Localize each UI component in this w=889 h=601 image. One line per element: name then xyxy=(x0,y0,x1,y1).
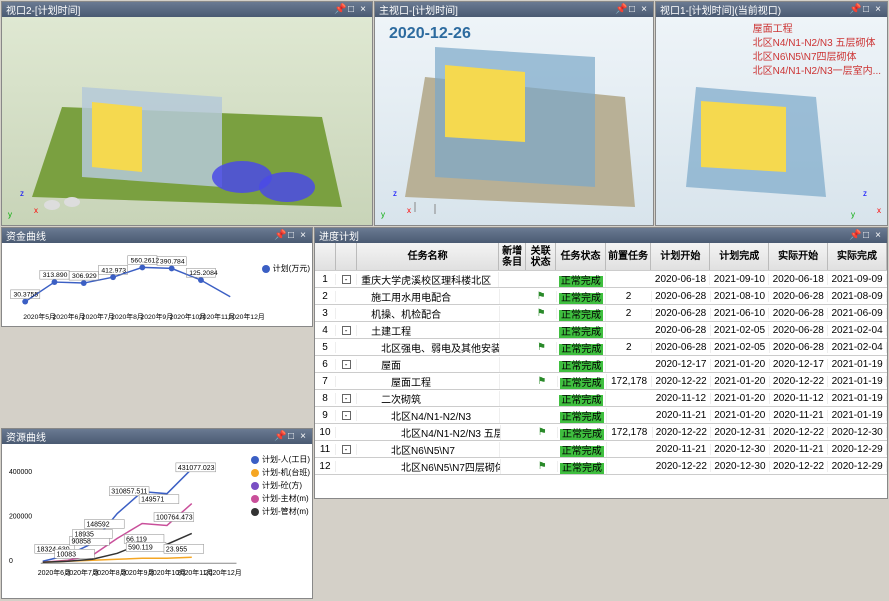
main-viewport-3d[interactable]: 2020-12-26 zxy xyxy=(375,17,653,225)
table-row[interactable]: 10北区N4/N1-N2/N3 五层砌体⚑正常完成172,1782020-12-… xyxy=(315,424,887,441)
viewport2-3d[interactable]: zxy xyxy=(2,17,372,225)
fund-chart-body[interactable]: 计划(万元) 30.3755 313.890 306.929 412.973 560.2… xyxy=(2,243,312,326)
table-row[interactable]: 7屋面工程⚑正常完成172,1782020-12-222021-01-20202… xyxy=(315,373,887,390)
flag-icon: ⚑ xyxy=(537,376,546,387)
svg-text:2020年8月: 2020年8月 xyxy=(111,312,144,321)
pin-icon[interactable]: 📌 xyxy=(849,5,859,15)
viewport2-panel: 视口2-[计划时间] 📌□× zxy xyxy=(1,1,373,226)
table-row[interactable]: 3机操、机检配合⚑正常完成22020-06-282021-06-102020-0… xyxy=(315,305,887,322)
svg-text:2020年6月: 2020年6月 xyxy=(53,312,86,321)
svg-text:0: 0 xyxy=(9,558,13,565)
close-icon[interactable]: × xyxy=(298,432,308,442)
close-icon[interactable]: × xyxy=(873,231,883,241)
table-row[interactable]: 8-二次砌筑正常完成2020-11-122021-01-202020-11-12… xyxy=(315,390,887,407)
res-chart-panel: 资源曲线 📌□× 计划-人(工日)计划-机(台班)计划-砼(方)计划-主材(m)… xyxy=(1,428,313,599)
svg-text:100764.473: 100764.473 xyxy=(156,515,193,522)
svg-text:30.3755: 30.3755 xyxy=(13,292,38,299)
table-row[interactable]: 2施工用水用电配合⚑正常完成22020-06-282021-08-102020-… xyxy=(315,288,887,305)
pin-icon[interactable]: 📌 xyxy=(849,231,859,241)
flag-icon: ⚑ xyxy=(537,342,546,353)
maximize-icon[interactable]: □ xyxy=(286,432,296,442)
svg-text:2020年7月: 2020年7月 xyxy=(82,312,115,321)
maximize-icon[interactable]: □ xyxy=(346,5,356,15)
main-viewport-title-bar[interactable]: 主视口-[计划时间] 📌□× xyxy=(375,2,653,17)
pin-icon[interactable]: 📌 xyxy=(334,5,344,15)
table-row[interactable]: 11-北区N6\N5\N7正常完成2020-11-212020-12-30202… xyxy=(315,441,887,458)
pin-icon[interactable]: 📌 xyxy=(274,432,284,442)
schedule-grid[interactable]: 任务名称 新增条目 关联状态 任务状态 前置任务 计划开始 计划完成 实际开始 … xyxy=(315,243,887,498)
table-row[interactable]: 5北区强电、弱电及其他安装工程线管预埋等配合⚑正常完成22020-06-2820… xyxy=(315,339,887,356)
svg-text:560.2612: 560.2612 xyxy=(131,258,160,265)
close-icon[interactable]: × xyxy=(298,231,308,241)
table-row[interactable]: 9-北区N4/N1-N2/N3正常完成2020-11-212021-01-202… xyxy=(315,407,887,424)
viewport1-title-bar[interactable]: 视口1-[计划时间](当前视口) 📌□× xyxy=(656,2,887,17)
close-icon[interactable]: × xyxy=(873,5,883,15)
pin-icon[interactable]: 📌 xyxy=(615,5,625,15)
svg-text:90858: 90858 xyxy=(72,538,91,545)
schedule-title: 进度计划 xyxy=(319,228,359,243)
flag-icon: ⚑ xyxy=(538,427,547,438)
svg-text:313.890: 313.890 xyxy=(43,272,68,279)
res-chart-body[interactable]: 计划-人(工日)计划-机(台班)计划-砼(方)计划-主材(m)计划-管材(m) … xyxy=(2,444,312,598)
svg-text:149571: 149571 xyxy=(141,497,164,504)
viewport1-title: 视口1-[计划时间](当前视口) xyxy=(660,2,781,17)
svg-text:431077.023: 431077.023 xyxy=(178,465,215,472)
svg-text:306.929: 306.929 xyxy=(72,273,97,280)
tree-toggle[interactable]: - xyxy=(342,394,351,403)
viewport2-title: 视口2-[计划时间] xyxy=(6,2,80,17)
maximize-icon[interactable]: □ xyxy=(861,231,871,241)
table-row[interactable]: 6-屋面正常完成2020-12-172021-01-202020-12-1720… xyxy=(315,356,887,373)
tree-toggle[interactable]: - xyxy=(342,275,351,284)
axis-gizmo[interactable]: zxy xyxy=(381,189,411,219)
svg-text:2020年12月: 2020年12月 xyxy=(205,568,242,577)
svg-text:2020年5月: 2020年5月 xyxy=(23,312,56,321)
pin-icon[interactable]: 📌 xyxy=(274,231,284,241)
fund-chart-title-bar[interactable]: 资金曲线 📌□× xyxy=(2,228,312,243)
viewport1-panel: 视口1-[计划时间](当前视口) 📌□× 屋面工程 北区N4/N1-N2/N3 … xyxy=(655,1,888,226)
axis-gizmo[interactable]: zxy xyxy=(8,189,38,219)
schedule-header: 任务名称 新增条目 关联状态 任务状态 前置任务 计划开始 计划完成 实际开始 … xyxy=(315,243,887,271)
svg-text:10083: 10083 xyxy=(57,551,76,558)
svg-text:590.119: 590.119 xyxy=(128,544,153,551)
table-row[interactable]: 4-土建工程正常完成2020-06-282021-02-052020-06-28… xyxy=(315,322,887,339)
viewport2-title-bar[interactable]: 视口2-[计划时间] 📌□× xyxy=(2,2,372,17)
svg-text:125.2084: 125.2084 xyxy=(189,270,218,277)
axis-gizmo[interactable]: zxy xyxy=(851,189,881,219)
schedule-title-bar[interactable]: 进度计划 📌□× xyxy=(315,228,887,243)
res-legend: 计划-人(工日)计划-机(台班)计划-砼(方)计划-主材(m)计划-管材(m) xyxy=(251,454,310,519)
close-icon[interactable]: × xyxy=(358,5,368,15)
flag-icon: ⚑ xyxy=(537,291,546,302)
maximize-icon[interactable]: □ xyxy=(286,231,296,241)
svg-text:200000: 200000 xyxy=(9,514,32,521)
svg-text:400000: 400000 xyxy=(9,469,32,476)
svg-text:412.973: 412.973 xyxy=(101,267,126,274)
tree-toggle[interactable]: - xyxy=(342,326,351,335)
maximize-icon[interactable]: □ xyxy=(627,5,637,15)
fund-legend: 计划(万元) xyxy=(262,263,310,276)
flag-icon: ⚑ xyxy=(538,461,547,472)
main-viewport-panel: 主视口-[计划时间] 📌□× 2020-12-26 zxy xyxy=(374,1,654,226)
viewport1-3d[interactable]: 屋面工程 北区N4/N1-N2/N3 五层砌体 北区N6\N5\N7四层砌体 北… xyxy=(656,17,887,225)
tree-toggle[interactable]: - xyxy=(342,445,351,454)
svg-text:2020年12月: 2020年12月 xyxy=(228,312,264,321)
svg-text:148592: 148592 xyxy=(86,521,109,528)
main-viewport-title: 主视口-[计划时间] xyxy=(379,2,458,17)
table-row[interactable]: 12北区N6\N5\N7四层砌体⚑正常完成2020-12-222020-12-3… xyxy=(315,458,887,475)
res-chart-title: 资源曲线 xyxy=(6,429,46,444)
flag-icon: ⚑ xyxy=(537,308,546,319)
fund-chart-panel: 资金曲线 📌□× 计划(万元) 30.3755 313.890 306.929 412… xyxy=(1,227,313,327)
close-icon[interactable]: × xyxy=(639,5,649,15)
tree-toggle[interactable]: - xyxy=(342,411,351,420)
svg-text:23.955: 23.955 xyxy=(166,546,187,553)
tree-toggle[interactable]: - xyxy=(342,360,351,369)
maximize-icon[interactable]: □ xyxy=(861,5,871,15)
svg-text:2020年9月: 2020年9月 xyxy=(140,312,173,321)
svg-text:390.784: 390.784 xyxy=(160,259,185,266)
schedule-panel: 进度计划 📌□× 任务名称 新增条目 关联状态 任务状态 前置任务 计划开始 计… xyxy=(314,227,888,499)
table-row[interactable]: 1-重庆大学虎溪校区理科楼北区正常完成2020-06-182021-09-102… xyxy=(315,271,887,288)
fund-chart-title: 资金曲线 xyxy=(6,228,46,243)
svg-text:18935: 18935 xyxy=(75,531,94,538)
res-chart-title-bar[interactable]: 资源曲线 📌□× xyxy=(2,429,312,444)
